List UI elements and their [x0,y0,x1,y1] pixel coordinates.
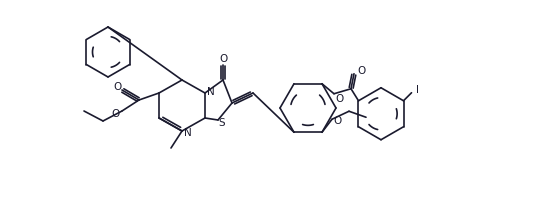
Text: O: O [335,94,343,104]
Text: O: O [219,54,227,64]
Text: O: O [357,66,365,76]
Text: S: S [219,118,225,128]
Text: O: O [112,109,120,119]
Text: N: N [207,87,215,97]
Text: I: I [416,85,419,95]
Text: O: O [113,82,121,92]
Text: O: O [333,116,341,126]
Text: N: N [184,128,192,138]
